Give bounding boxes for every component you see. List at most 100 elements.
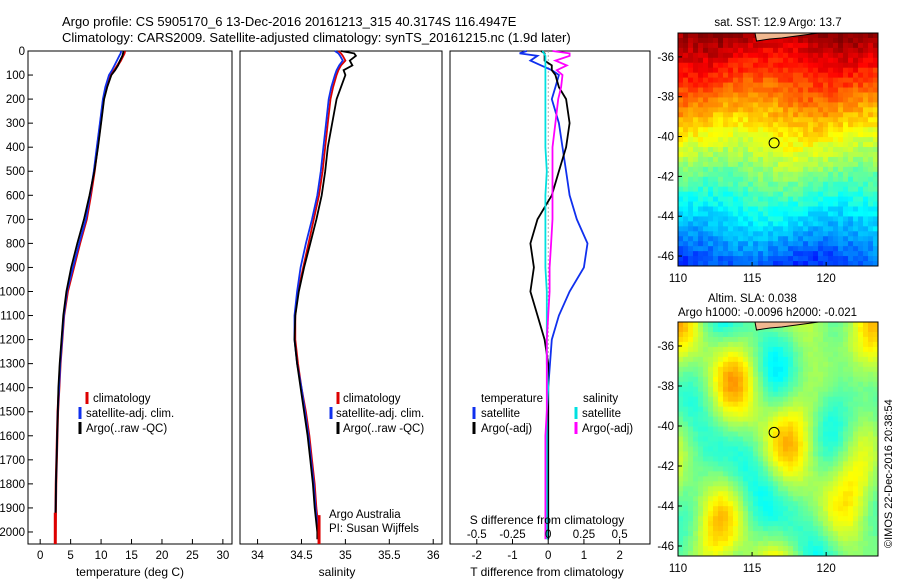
heatmap-cell [683,211,689,217]
heatmap-cell [778,446,784,452]
heatmap-cell [848,67,854,74]
heatmap-cell [713,331,719,338]
heatmap-cell [688,82,694,88]
heatmap-cell [708,526,714,532]
heatmap-cell [833,251,839,257]
heatmap-cell [813,366,819,373]
heatmap-cell [828,541,834,547]
heatmap-cell [833,486,839,492]
heatmap-cell [793,112,799,118]
heatmap-cell [683,336,689,343]
heatmap-cell [798,481,804,487]
heatmap-cell [833,221,839,227]
heatmap-cell [688,127,694,133]
heatmap-cell [748,386,754,393]
heatmap-cell [828,191,834,197]
heatmap-cell [838,132,844,138]
heatmap-cell [728,137,734,143]
heatmap-cell [798,491,804,497]
heatmap-cell [693,476,699,482]
map-xtick-label: 110 [669,563,687,575]
heatmap-cell [793,526,799,532]
heatmap-cell [758,226,764,232]
heatmap-cell [808,137,814,143]
heatmap-cell [758,221,764,227]
heatmap-cell [718,491,724,497]
heatmap-cell [783,351,789,358]
heatmap-cell [763,501,769,507]
heatmap-cell [678,166,684,173]
heatmap-cell [833,102,839,108]
heatmap-cell [758,471,764,477]
heatmap-cell [748,446,754,452]
heatmap-cell [803,456,809,462]
heatmap-cell [728,256,734,262]
heatmap-cell [778,211,784,217]
heatmap-cell [713,151,719,158]
heatmap-cell [853,371,859,378]
heatmap-cell [838,541,844,547]
heatmap-cell [823,226,829,232]
heatmap-cell [833,356,839,363]
heatmap-cell [738,181,744,188]
heatmap-cell [713,82,719,88]
heatmap-cell [853,42,859,49]
heatmap-cell [858,366,864,373]
heatmap-cell [873,361,879,368]
heatmap-cell [698,246,704,252]
heatmap-cell [793,97,799,103]
heatmap-cell [863,421,869,427]
heatmap-cell [788,216,794,222]
heatmap-cell [713,406,719,413]
heatmap-cell [793,451,799,457]
heatmap-cell [848,241,854,247]
heatmap-cell [678,127,684,133]
heatmap-cell [683,191,689,197]
heatmap-cell [748,97,754,103]
heatmap-cell [733,132,739,138]
heatmap-cell [818,416,824,422]
heatmap-cell [688,221,694,227]
heatmap-cell [753,132,759,138]
heatmap-cell [693,221,699,227]
heatmap-cell [873,132,879,138]
heatmap-cell [788,476,794,482]
heatmap-cell [718,151,724,158]
heatmap-cell [708,451,714,457]
heatmap-cell [838,57,844,64]
heatmap-cell [738,166,744,173]
heatmap-cell [818,147,824,153]
heatmap-cell [768,231,774,237]
heatmap-cell [763,161,769,168]
heatmap-cell [793,516,799,522]
heatmap-cell [818,82,824,88]
heatmap-cell [773,411,779,417]
heatmap-cell [808,376,814,383]
heatmap-cell [873,331,879,338]
heatmap-cell [873,33,879,39]
heatmap-cell [828,176,834,183]
heatmap-cell [738,251,744,257]
heatmap-cell [868,396,874,403]
heatmap-cell [768,471,774,477]
heatmap-cell [768,516,774,522]
heatmap-cell [813,481,819,487]
heatmap-cell [698,486,704,492]
heatmap-cell [843,92,849,98]
heatmap-cell [753,451,759,457]
heatmap-cell [768,117,774,123]
difference-xtick2-label: -0.5 [467,529,487,541]
heatmap-cell [793,137,799,143]
heatmap-cell [683,181,689,188]
heatmap-cell [728,191,734,197]
heatmap-cell [773,351,779,358]
heatmap-cell [708,531,714,537]
heatmap-cell [763,211,769,217]
heatmap-cell [798,241,804,247]
heatmap-cell [823,122,829,128]
heatmap-cell [863,356,869,363]
temperature-legend-climatology: climatology [93,393,151,405]
heatmap-cell [853,376,859,383]
heatmap-cell [748,47,754,54]
heatmap-cell [753,396,759,403]
